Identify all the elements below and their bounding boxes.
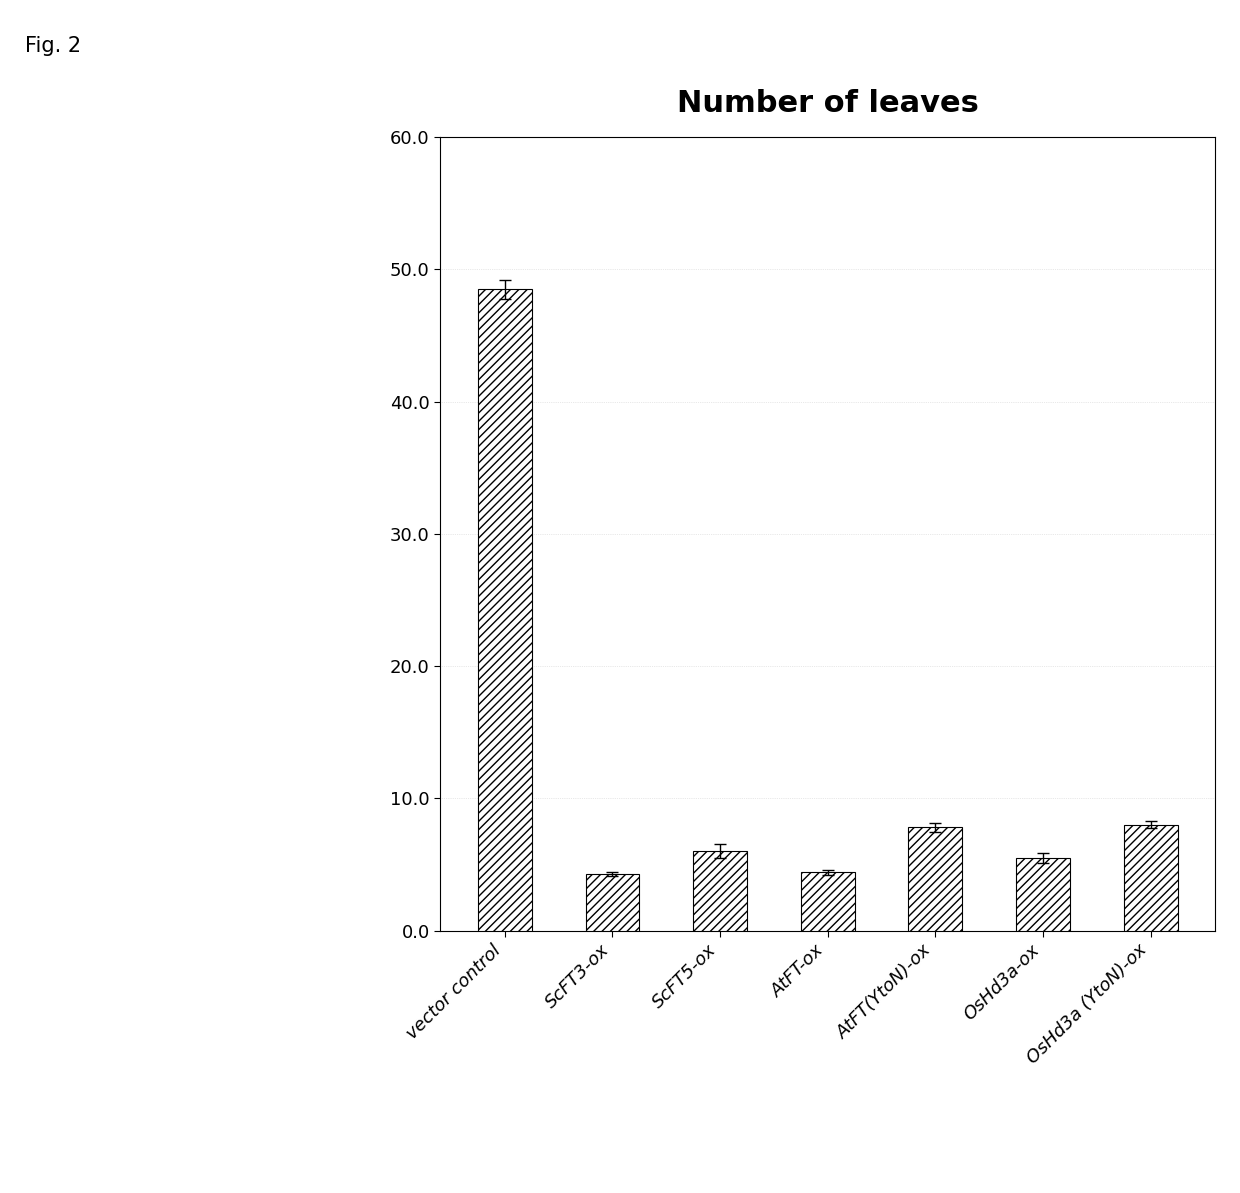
Bar (693, 852, 746, 931)
Bar (1016, 858, 1070, 931)
Title: Number of leaves: Number of leaves (677, 89, 978, 118)
Bar (909, 828, 962, 931)
Bar (801, 872, 854, 931)
Bar (1123, 824, 1178, 931)
Text: Fig. 2: Fig. 2 (25, 36, 81, 56)
Bar (585, 873, 640, 931)
Bar (477, 289, 532, 931)
